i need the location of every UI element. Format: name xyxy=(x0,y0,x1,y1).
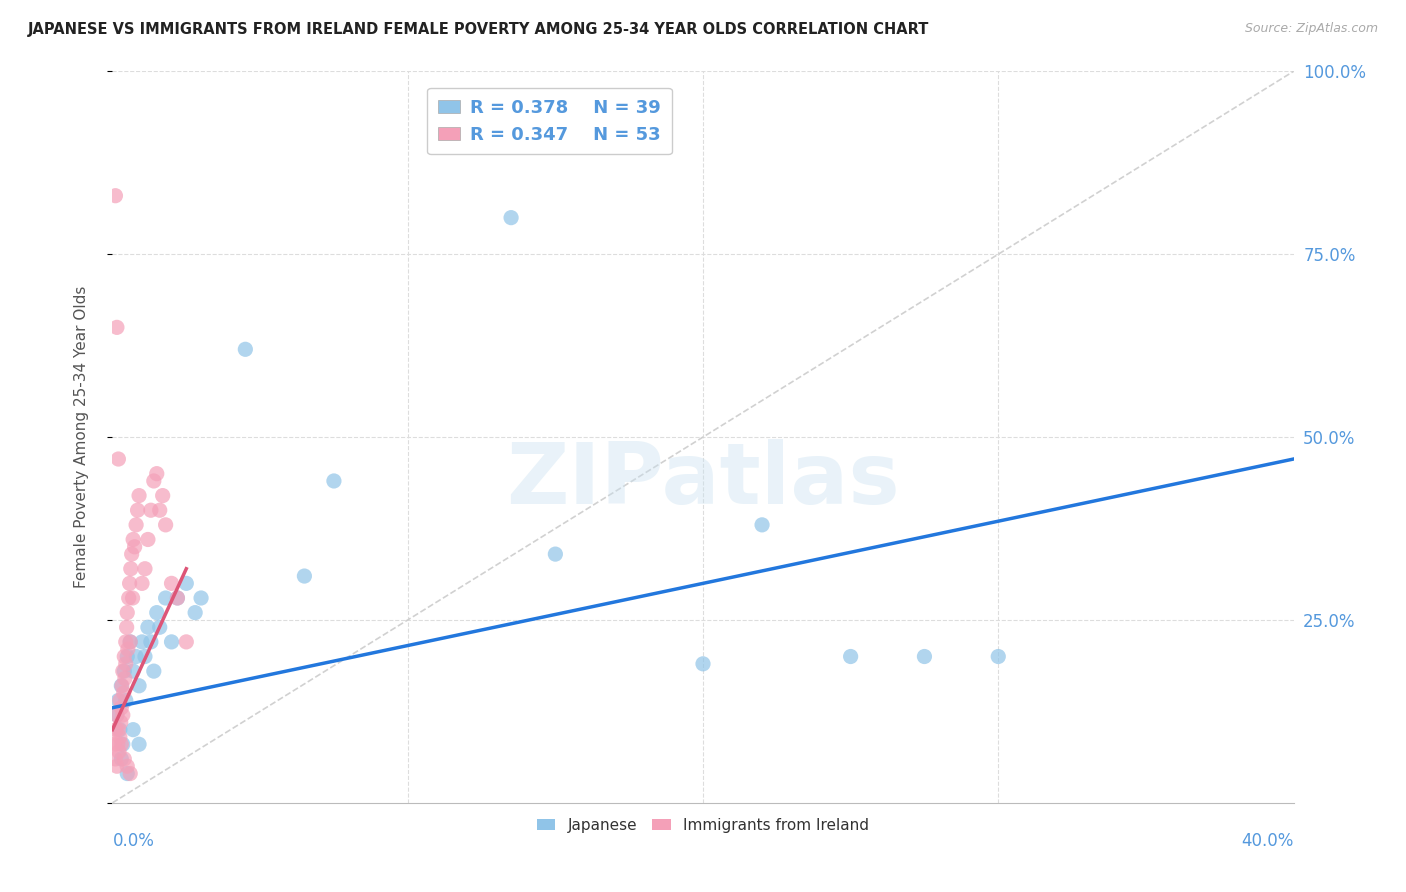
Point xyxy=(128,489,150,503)
Legend: Japanese, Immigrants from Ireland: Japanese, Immigrants from Ireland xyxy=(531,812,875,839)
Point xyxy=(112,752,135,766)
Point xyxy=(108,730,131,744)
Point xyxy=(149,503,172,517)
Point xyxy=(105,708,128,723)
Point xyxy=(117,642,139,657)
Point xyxy=(134,562,156,576)
Point xyxy=(146,606,169,620)
Point xyxy=(103,737,125,751)
Point xyxy=(152,489,174,503)
Point xyxy=(104,188,127,202)
Point xyxy=(104,752,127,766)
Point xyxy=(112,664,135,678)
Point xyxy=(233,343,256,357)
Point xyxy=(751,517,773,532)
Point xyxy=(111,737,134,751)
Point xyxy=(136,533,159,547)
Point xyxy=(128,679,150,693)
Point xyxy=(114,693,136,707)
Point xyxy=(142,474,165,488)
Point xyxy=(134,649,156,664)
Point xyxy=(501,211,523,225)
Point xyxy=(122,664,145,678)
Point xyxy=(121,547,143,561)
Point xyxy=(127,503,149,517)
Point xyxy=(692,657,714,671)
Point xyxy=(323,474,346,488)
Point xyxy=(125,517,148,532)
Text: JAPANESE VS IMMIGRANTS FROM IRELAND FEMALE POVERTY AMONG 25-34 YEAR OLDS CORRELA: JAPANESE VS IMMIGRANTS FROM IRELAND FEMA… xyxy=(28,22,929,37)
Text: ZIPatlas: ZIPatlas xyxy=(506,440,900,523)
Point xyxy=(120,562,142,576)
Point xyxy=(110,715,132,730)
Point xyxy=(120,766,142,780)
Point xyxy=(107,723,129,737)
Text: 40.0%: 40.0% xyxy=(1241,832,1294,850)
Point xyxy=(107,693,129,707)
Point xyxy=(114,672,136,686)
Point xyxy=(117,759,138,773)
Point xyxy=(111,664,134,678)
Point xyxy=(544,547,567,561)
Point xyxy=(111,679,134,693)
Point xyxy=(108,745,131,759)
Point xyxy=(114,657,136,671)
Point xyxy=(128,737,150,751)
Text: 0.0%: 0.0% xyxy=(112,832,155,850)
Point xyxy=(121,591,143,605)
Point xyxy=(139,503,162,517)
Point xyxy=(166,591,188,605)
Point xyxy=(110,737,132,751)
Point xyxy=(114,635,136,649)
Point xyxy=(155,517,177,532)
Point xyxy=(122,533,145,547)
Point xyxy=(174,635,197,649)
Point xyxy=(131,576,153,591)
Point xyxy=(110,700,132,714)
Point xyxy=(122,723,145,737)
Point xyxy=(839,649,862,664)
Point xyxy=(149,620,172,634)
Point xyxy=(117,766,138,780)
Point xyxy=(107,737,129,751)
Point xyxy=(131,635,153,649)
Point xyxy=(105,320,128,334)
Point xyxy=(160,576,183,591)
Point xyxy=(118,576,141,591)
Point xyxy=(112,686,135,700)
Point xyxy=(146,467,169,481)
Point xyxy=(155,591,177,605)
Point xyxy=(112,649,135,664)
Point xyxy=(914,649,936,664)
Point xyxy=(120,635,142,649)
Point xyxy=(105,723,128,737)
Point xyxy=(117,649,138,664)
Point xyxy=(174,576,197,591)
Point xyxy=(124,540,146,554)
Point xyxy=(110,679,132,693)
Point xyxy=(166,591,188,605)
Point xyxy=(160,635,183,649)
Point xyxy=(987,649,1010,664)
Point xyxy=(125,649,148,664)
Point xyxy=(190,591,212,605)
Text: Source: ZipAtlas.com: Source: ZipAtlas.com xyxy=(1244,22,1378,36)
Point xyxy=(118,591,141,605)
Point xyxy=(292,569,315,583)
Point xyxy=(105,759,128,773)
Point xyxy=(110,752,132,766)
Point xyxy=(107,452,129,467)
Point xyxy=(184,606,207,620)
Point xyxy=(136,620,159,634)
Y-axis label: Female Poverty Among 25-34 Year Olds: Female Poverty Among 25-34 Year Olds xyxy=(75,286,89,588)
Point xyxy=(111,708,134,723)
Point xyxy=(117,606,138,620)
Point xyxy=(105,708,128,723)
Point xyxy=(108,723,131,737)
Point xyxy=(139,635,162,649)
Point xyxy=(115,620,138,634)
Point xyxy=(142,664,165,678)
Point xyxy=(108,693,131,707)
Point xyxy=(120,635,142,649)
